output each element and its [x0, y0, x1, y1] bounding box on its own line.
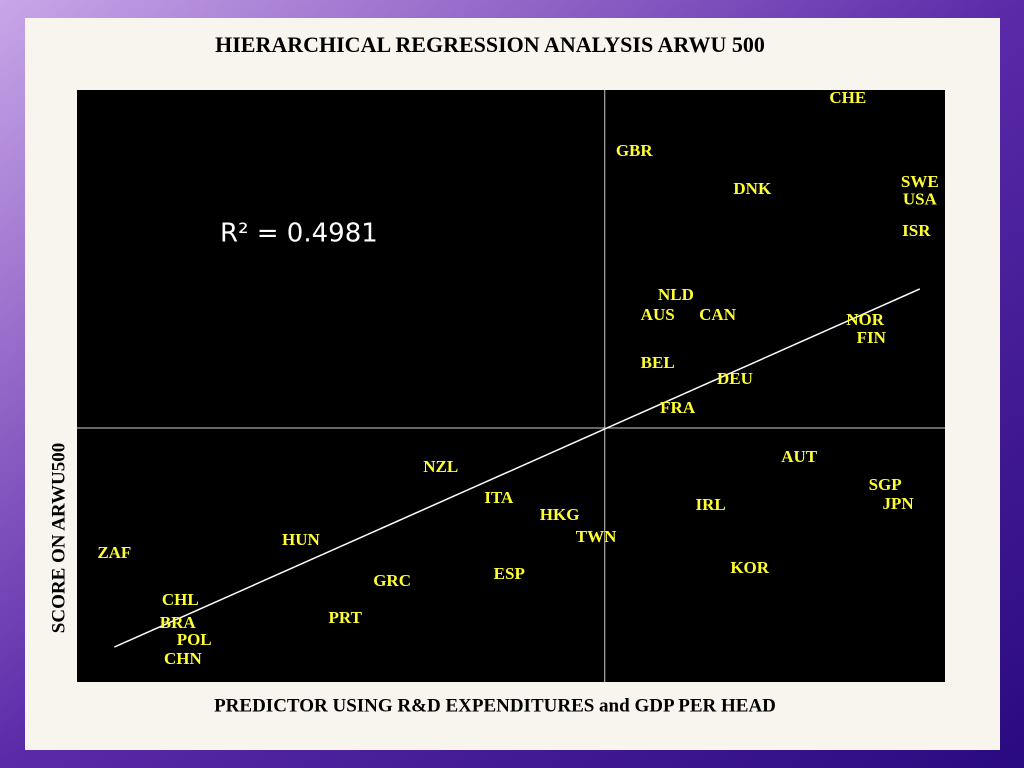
point-label: DNK	[733, 179, 772, 198]
point-label: CAN	[699, 305, 737, 324]
x-axis-label: PREDICTOR USING R&D EXPENDITURES and GDP…	[214, 695, 776, 716]
point-label: NLD	[658, 285, 694, 304]
point-label: FIN	[857, 328, 887, 347]
point-label: TWN	[576, 527, 617, 546]
point-label: DEU	[717, 369, 753, 388]
point-label: GRC	[373, 571, 411, 590]
point-label: ZAF	[97, 543, 131, 562]
point-label: NOR	[846, 310, 885, 329]
point-label: NZL	[423, 457, 458, 476]
point-label: IRL	[696, 495, 726, 514]
point-label: AUT	[781, 447, 818, 466]
point-label: POL	[177, 630, 212, 649]
r-squared: R² = 0.4981	[220, 219, 378, 249]
point-label: USA	[903, 190, 938, 209]
point-label: SGP	[869, 475, 902, 494]
point-label: ITA	[484, 488, 514, 507]
point-label: KOR	[730, 558, 769, 577]
chart-title: HIERARCHICAL REGRESSION ANALYSIS ARWU 50…	[215, 32, 765, 57]
trendline	[114, 288, 921, 648]
plot-area	[77, 90, 945, 682]
point-label: SWE	[901, 172, 939, 191]
point-label: CHN	[164, 649, 203, 668]
point-label: FRA	[660, 398, 696, 417]
point-label: CHE	[829, 88, 866, 107]
point-label: GBR	[616, 141, 654, 160]
y-axis-label: SCORE ON ARWU500	[48, 443, 69, 633]
point-label: AUS	[641, 305, 675, 324]
point-label: HUN	[282, 530, 321, 549]
point-label: CHL	[162, 590, 199, 609]
point-label: HKG	[540, 505, 580, 524]
point-label: ESP	[494, 564, 525, 583]
point-label: JPN	[883, 494, 915, 513]
point-label: ISR	[902, 221, 931, 240]
point-label: BRA	[160, 613, 197, 632]
point-label: PRT	[329, 608, 363, 627]
point-label: BEL	[641, 353, 675, 372]
